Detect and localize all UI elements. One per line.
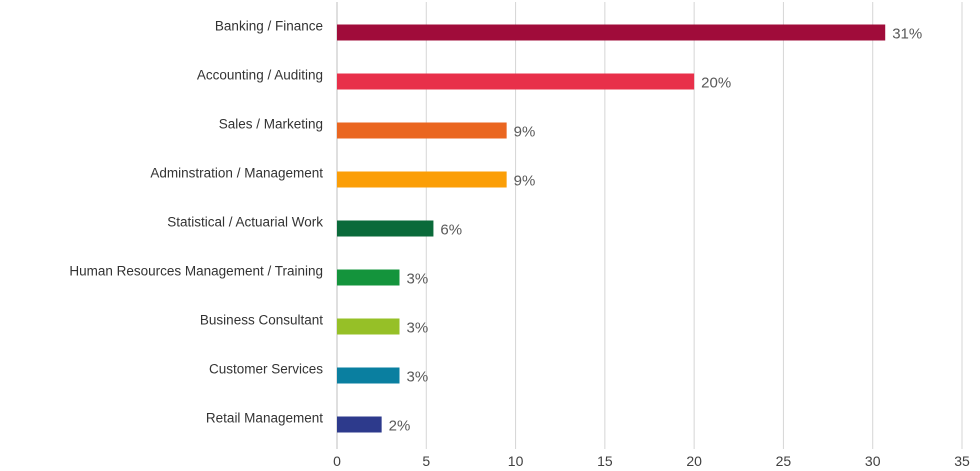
bar	[337, 220, 434, 237]
data-labels: 31% 20% 9% 9% 6% 3% 3% 3% 2%	[389, 26, 923, 435]
x-tick-label: 25	[776, 453, 792, 469]
data-label: 2%	[389, 418, 411, 435]
bar	[337, 318, 400, 335]
category-label: Sales / Marketing	[219, 117, 323, 132]
category-label: Customer Services	[209, 362, 323, 377]
category-label: Banking / Finance	[215, 19, 323, 34]
x-tick-labels: 0 5 10 15 20 25 30 35	[333, 453, 970, 469]
x-tick-label: 15	[597, 453, 613, 469]
category-label: Adminstration / Management	[150, 166, 323, 181]
x-tick-label: 20	[686, 453, 702, 469]
data-label: 9%	[514, 124, 536, 141]
category-label: Human Resources Management / Training	[69, 264, 323, 279]
data-label: 9%	[514, 173, 536, 190]
bar	[337, 269, 400, 286]
data-label: 6%	[440, 222, 462, 239]
category-label: Business Consultant	[200, 313, 323, 328]
data-label: 3%	[407, 271, 429, 288]
bar	[337, 24, 886, 41]
x-tick-label: 0	[333, 453, 341, 469]
category-label: Statistical / Actuarial Work	[167, 215, 323, 230]
bar	[337, 416, 382, 433]
x-tick-label: 35	[954, 453, 970, 469]
category-label: Retail Management	[206, 411, 323, 426]
bars	[337, 24, 886, 433]
data-label: 3%	[407, 369, 429, 386]
data-label: 31%	[892, 26, 922, 43]
category-label: Accounting / Auditing	[197, 68, 323, 83]
bar	[337, 73, 695, 90]
bar	[337, 367, 400, 384]
x-tick-label: 5	[422, 453, 430, 469]
data-label: 3%	[407, 320, 429, 337]
x-tick-label: 10	[508, 453, 524, 469]
bar	[337, 171, 507, 188]
data-label: 20%	[701, 75, 731, 92]
x-tick-label: 30	[865, 453, 881, 469]
bar	[337, 122, 507, 139]
category-labels: Banking / Finance Accounting / Auditing Sa…	[69, 19, 323, 426]
